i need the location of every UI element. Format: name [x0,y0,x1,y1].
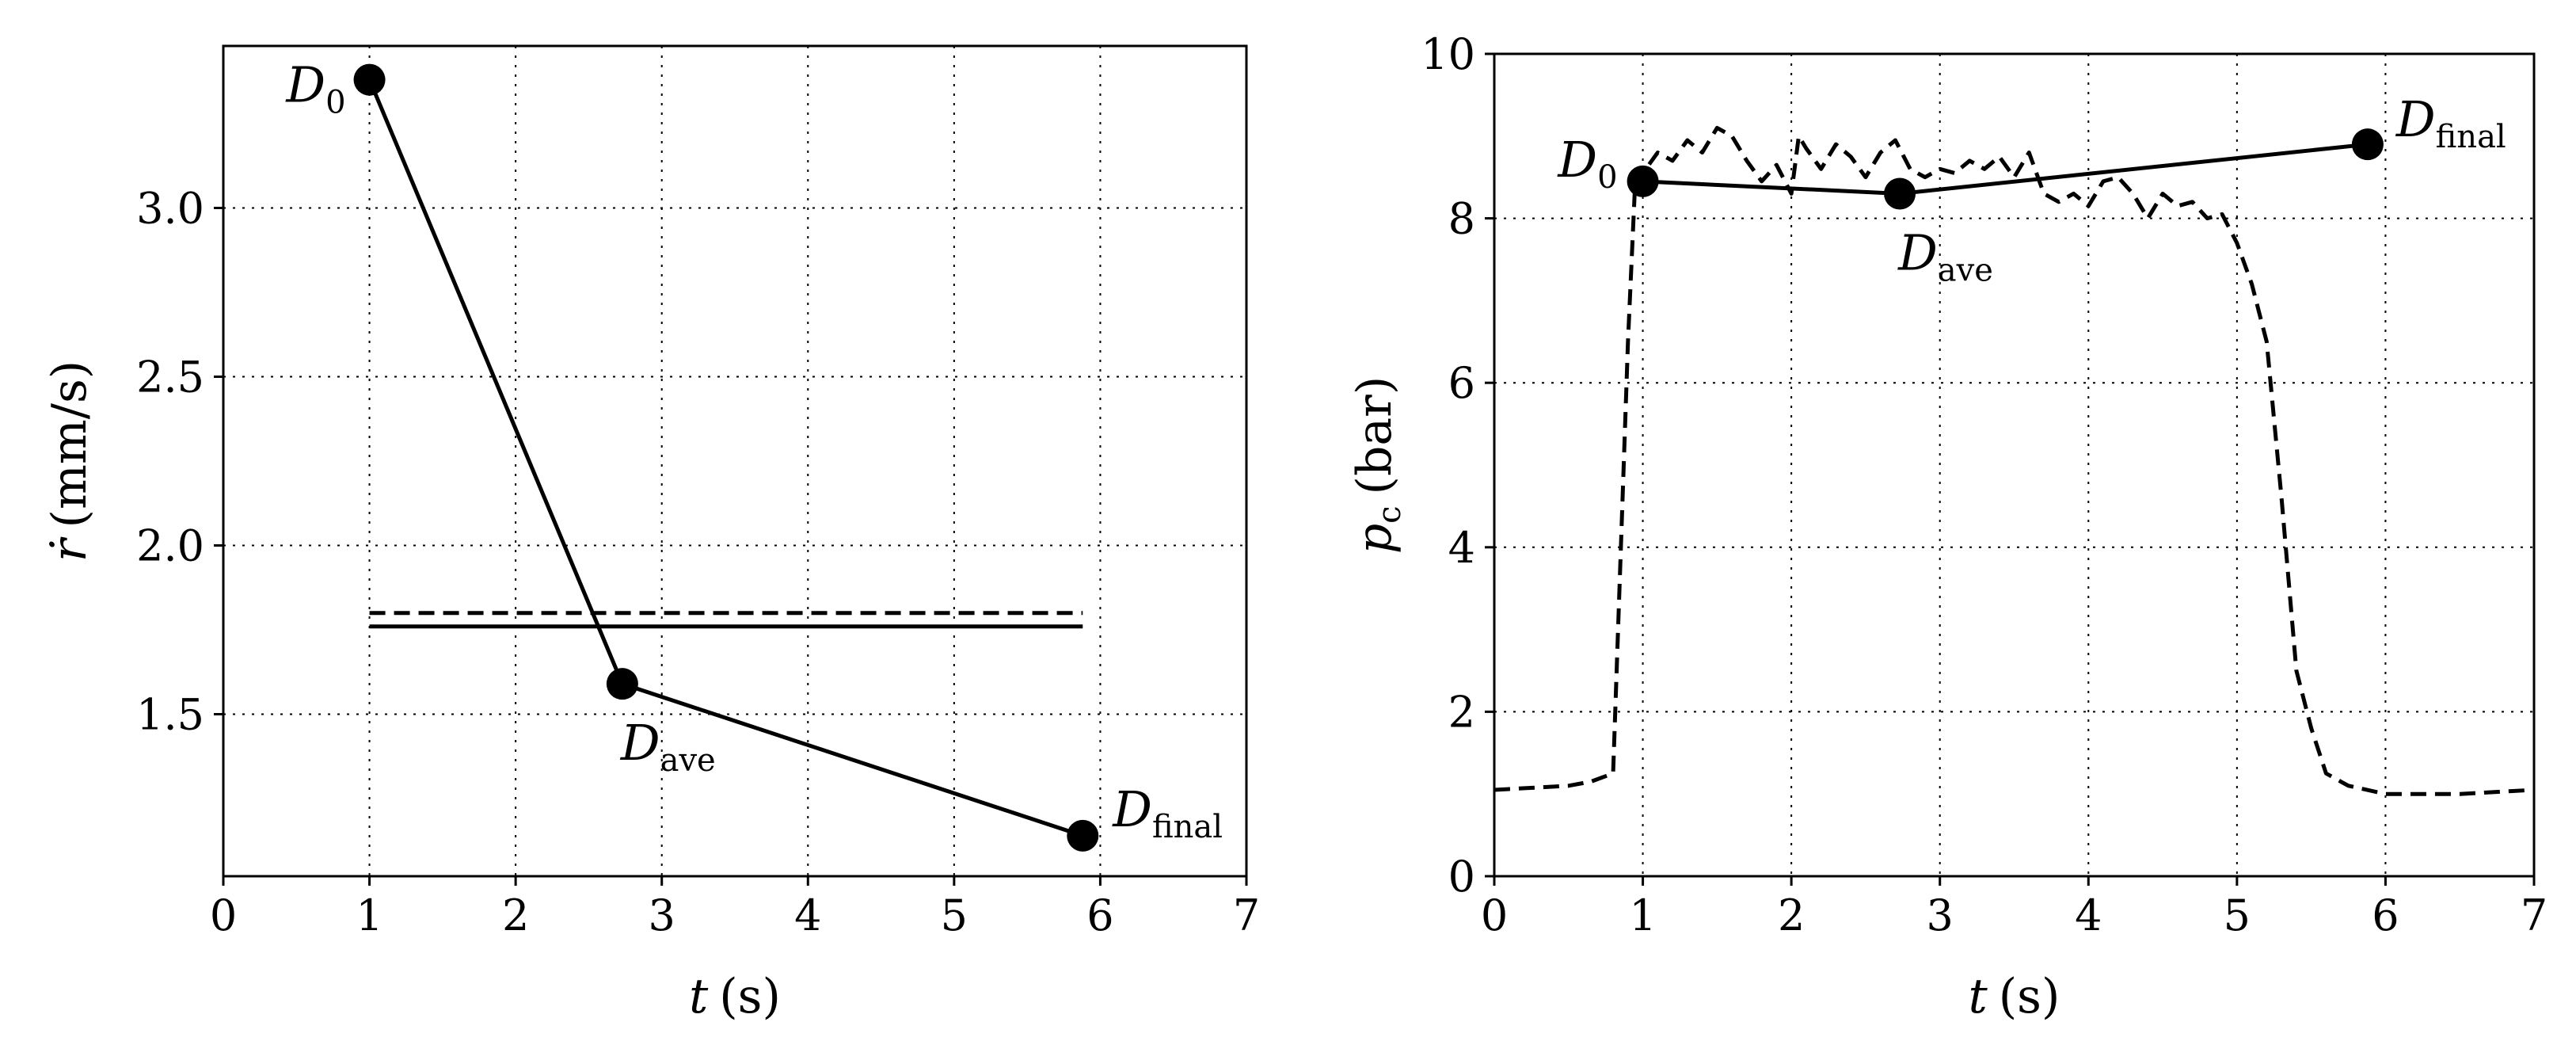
annotation-d-final: Dfinal [1112,780,1223,845]
y-tick-label: 2.0 [136,521,204,571]
annotation-base: D [620,714,660,772]
y-axis-label: pc(bar) [1347,376,1408,555]
annotation-base: D [2395,90,2436,148]
y-tick-label: 4 [1448,523,1475,573]
annotation-base: D [1557,131,1597,189]
annotation-base: D [285,56,325,114]
x-tick-label: 1 [1629,890,1656,940]
y-tick-label: 10 [1421,29,1475,79]
x-tick-label: 3 [1927,890,1954,940]
y-axis-label: ṙ(mm/s) [42,360,97,562]
y-tick-label: 6 [1448,358,1475,408]
x-tick-label: 5 [941,890,968,940]
series-line-markers [367,78,1084,838]
data-point-marker [1067,819,1099,852]
data-point-marker [2351,128,2384,161]
data-point-marker [1884,177,1916,210]
data-point-marker [1627,165,1659,197]
annotation-subscript: ave [1938,252,1993,288]
x-tick-label: 7 [1233,890,1260,940]
annotation-base: D [1112,780,1152,838]
data-point-marker [353,63,386,96]
y-tick-label: 1.5 [136,690,204,740]
annotation-d-0: D0 [285,56,345,121]
x-tick-label: 4 [2075,890,2102,940]
y-tick-label: 2.5 [136,352,204,402]
annotation-d-ave: Dave [1897,223,1993,288]
annotation-subscript: final [1152,809,1223,845]
x-tick-label: 7 [2521,890,2547,940]
x-tick-label: 0 [1481,890,1508,940]
x-axis-label: t (s) [689,969,781,1024]
x-axis-label: t (s) [1969,969,2060,1024]
x-tick-label: 4 [794,890,821,940]
annotation-base: D [1897,223,1938,281]
y-tick-label: 2 [1448,687,1475,737]
annotation-subscript: 0 [1597,159,1617,196]
axes-frame [222,44,1248,878]
x-tick-label: 6 [2372,890,2399,940]
x-tick-label: 3 [649,890,675,940]
x-tick-label: 1 [356,890,382,940]
annotation-subscript: ave [660,742,716,779]
annotation-subscript: final [2436,119,2506,155]
x-tick-label: 5 [2224,890,2251,940]
x-tick-label: 0 [210,890,237,940]
x-tick-label: 2 [1778,890,1805,940]
y-tick-label: 0 [1448,852,1475,902]
annotation-d-final: Dfinal [2395,90,2506,155]
annotation-subscript: 0 [325,85,345,121]
data-point-marker [606,668,638,700]
annotation-d-0: D0 [1557,131,1617,196]
y-tick-label: 3.0 [136,183,204,233]
annotation-d-ave: Dave [620,714,716,779]
x-tick-label: 2 [502,890,529,940]
axes-frame [1493,52,2536,878]
y-tick-label: 8 [1448,194,1475,244]
series-line-pressure-trace [1493,125,2535,796]
x-tick-label: 6 [1086,890,1113,940]
